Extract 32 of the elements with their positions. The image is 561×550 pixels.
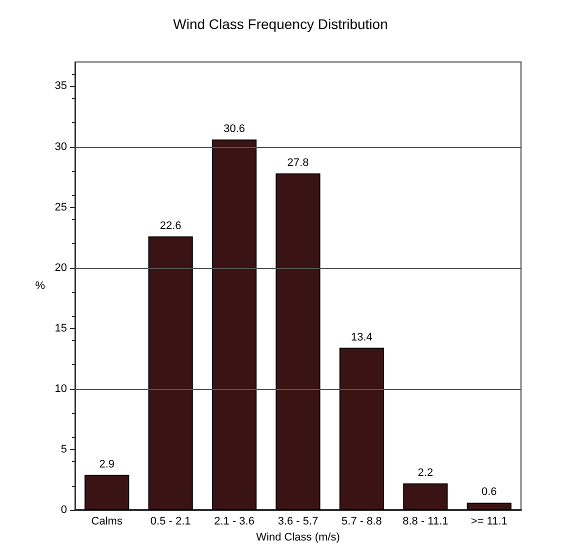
y-axis-title: % xyxy=(35,280,46,292)
data-label: 2.2 xyxy=(418,466,434,479)
data-label: 27.8 xyxy=(287,156,309,169)
y-tick-label: 10 xyxy=(54,382,67,395)
bar xyxy=(339,348,384,510)
y-tick-label: 0 xyxy=(60,504,67,516)
bar xyxy=(276,173,320,510)
x-tick-label: Calms xyxy=(91,516,123,528)
bar xyxy=(403,483,448,510)
data-label: 30.6 xyxy=(224,122,245,135)
y-tick-label: 15 xyxy=(54,322,67,334)
x-tick-label: >= 11.1 xyxy=(470,516,508,528)
x-tick-label: 3.6 - 5.7 xyxy=(278,516,318,528)
data-label: 0.6 xyxy=(481,486,497,498)
y-tick-label: 20 xyxy=(54,262,67,274)
y-tick-label: 30 xyxy=(54,140,67,153)
x-tick-label: 5.7 - 8.8 xyxy=(342,516,382,528)
y-tick-label: 35 xyxy=(54,80,67,92)
bar xyxy=(84,474,130,510)
y-tick-label: 5 xyxy=(60,443,67,456)
data-label: 22.6 xyxy=(160,220,182,232)
x-tick-label: 2.1 - 3.6 xyxy=(214,516,254,528)
bar xyxy=(212,139,257,510)
x-axis-title: Wind Class (m/s) xyxy=(256,531,340,544)
bar xyxy=(148,236,193,510)
bar xyxy=(466,502,512,510)
x-tick-label: 0.5 - 2.1 xyxy=(150,516,191,528)
data-label: 13.4 xyxy=(351,331,372,344)
y-tick-label: 25 xyxy=(54,201,67,214)
x-tick-label: 8.8 - 11.1 xyxy=(402,516,448,528)
chart-title: Wind Class Frequency Distribution xyxy=(173,16,388,32)
data-label: 2.9 xyxy=(99,458,115,470)
